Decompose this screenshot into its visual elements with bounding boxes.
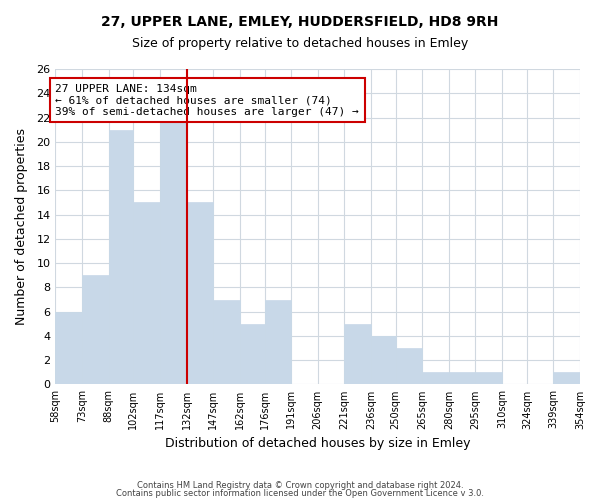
Bar xyxy=(422,372,449,384)
Bar xyxy=(213,300,240,384)
Bar xyxy=(395,348,422,385)
Text: Contains public sector information licensed under the Open Government Licence v : Contains public sector information licen… xyxy=(116,488,484,498)
Bar xyxy=(475,372,502,384)
Bar xyxy=(109,130,133,384)
Bar xyxy=(133,202,160,384)
Bar xyxy=(553,372,580,384)
Text: Size of property relative to detached houses in Emley: Size of property relative to detached ho… xyxy=(132,38,468,51)
Y-axis label: Number of detached properties: Number of detached properties xyxy=(15,128,28,325)
Text: 27, UPPER LANE, EMLEY, HUDDERSFIELD, HD8 9RH: 27, UPPER LANE, EMLEY, HUDDERSFIELD, HD8… xyxy=(101,15,499,29)
Text: Contains HM Land Registry data © Crown copyright and database right 2024.: Contains HM Land Registry data © Crown c… xyxy=(137,481,463,490)
Bar xyxy=(160,106,187,384)
X-axis label: Distribution of detached houses by size in Emley: Distribution of detached houses by size … xyxy=(165,437,470,450)
Bar xyxy=(265,300,291,384)
Text: 27 UPPER LANE: 134sqm
← 61% of detached houses are smaller (74)
39% of semi-deta: 27 UPPER LANE: 134sqm ← 61% of detached … xyxy=(55,84,359,117)
Bar xyxy=(55,312,82,384)
Bar xyxy=(187,202,213,384)
Bar xyxy=(344,324,371,384)
Bar xyxy=(371,336,395,384)
Bar xyxy=(449,372,475,384)
Bar xyxy=(82,275,109,384)
Bar xyxy=(240,324,265,384)
